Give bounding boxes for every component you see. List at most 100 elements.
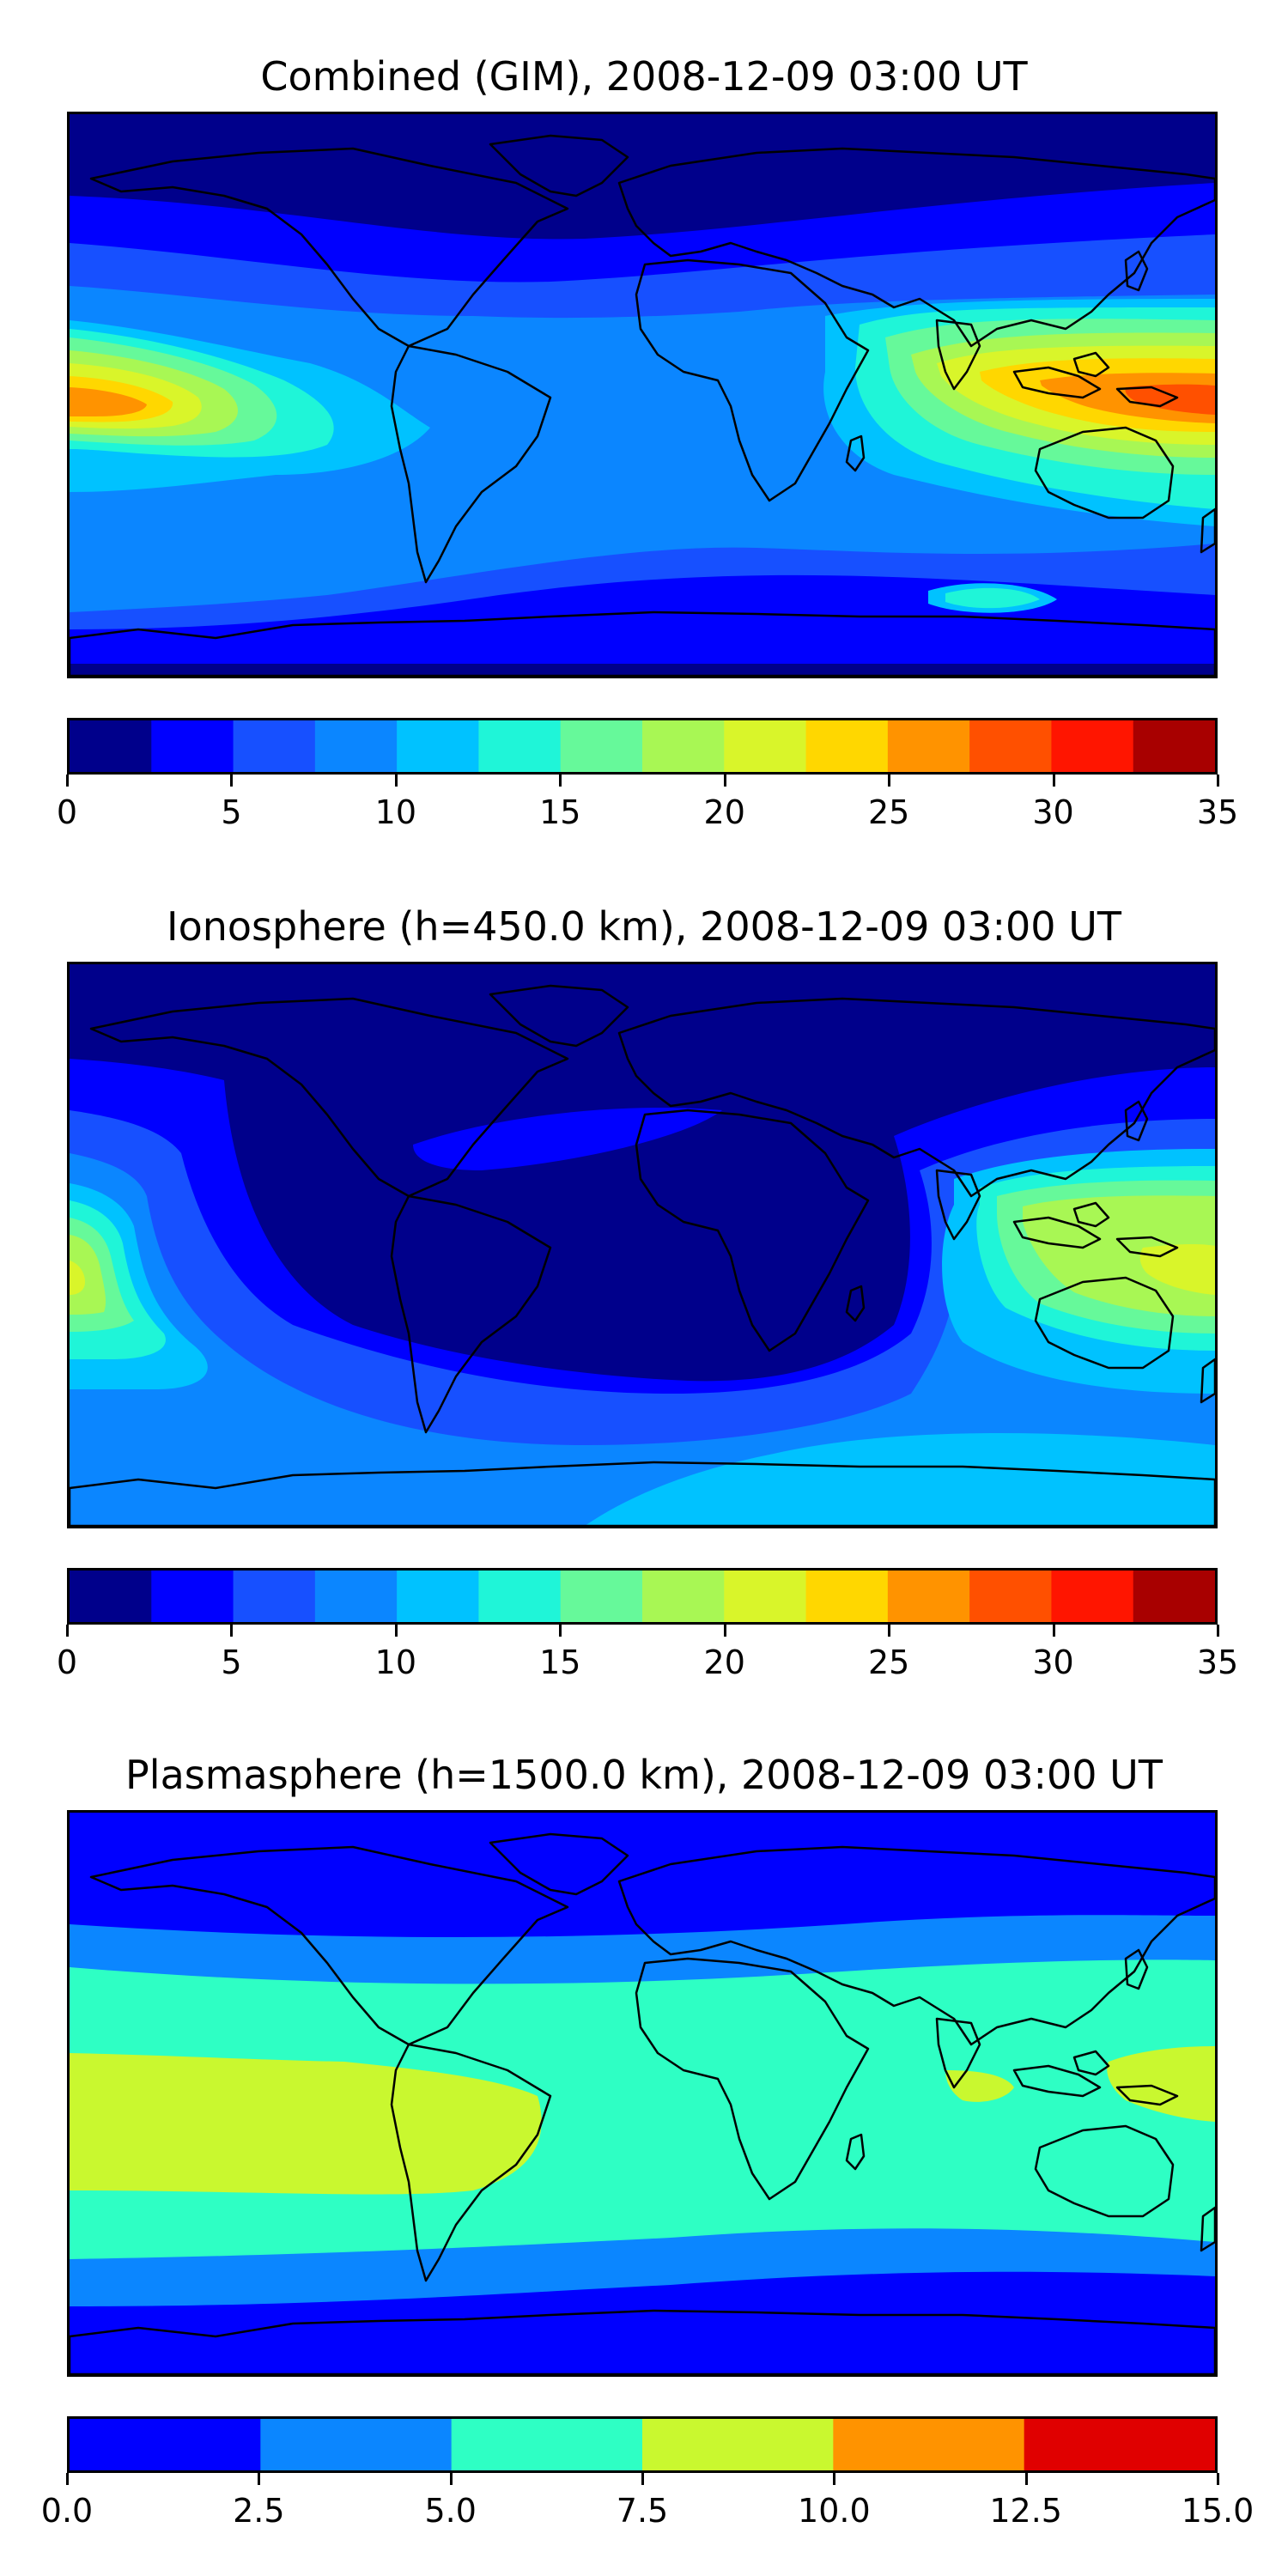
colorbar-tick: [833, 2473, 836, 2485]
colorbar-tick: [1217, 2473, 1219, 2485]
colorbar-swatch-10: [887, 1571, 970, 1622]
coastline-6: [935, 2017, 981, 2089]
colorbar-ticks-combined: 0 5 10 15 20 25 30 35: [57, 775, 1238, 831]
chart-title-combined: Combined (GIM), 2008-12-09 03:00 UT: [260, 53, 1028, 100]
colorbar-swatch-4: [397, 720, 480, 772]
colorbar-tick-label: 30: [1032, 793, 1074, 831]
colorbar-ticks-ionosphere: 0 5 10 15 20 25 30 35: [57, 1625, 1238, 1681]
coastline-8: [1072, 351, 1110, 378]
coastline-2: [390, 344, 552, 584]
colorbar-swatch-11: [969, 1571, 1053, 1622]
colorbar-tick: [888, 775, 891, 787]
colorbar-swatch-5: [1024, 2419, 1215, 2470]
colorbar-swatch-4: [833, 2419, 1025, 2470]
colorbar-tick-label: 5: [221, 793, 242, 831]
colorbar-tick-label: 20: [703, 793, 745, 831]
coastline-12: [1200, 1358, 1215, 1404]
coastline-8: [1072, 2050, 1110, 2076]
colorbar-swatch-12: [1051, 1571, 1134, 1622]
colorbar-tick-label: 35: [1196, 1643, 1239, 1681]
coastline-10: [1124, 250, 1149, 292]
map-plasmasphere: [67, 1810, 1218, 2377]
colorbar-tick: [1024, 2473, 1028, 2485]
colorbar-ionosphere: [67, 1568, 1218, 1625]
coastline-6: [935, 319, 981, 391]
contour-level-8: [70, 1261, 85, 1295]
coastlines: [70, 1832, 1215, 2374]
coastline-9: [1115, 2084, 1179, 2106]
contour-level-3: [1107, 2046, 1215, 2122]
colorbar-swatch-3: [314, 1571, 398, 1622]
contour-level-11: [1125, 384, 1215, 415]
colorbar-swatches-ionosphere: [70, 1571, 1215, 1622]
colorbar-swatch-0: [70, 2419, 261, 2470]
colorbar-swatch-5: [478, 720, 562, 772]
colorbar-tick-label: 35: [1196, 793, 1239, 831]
coastline-2: [390, 1194, 552, 1434]
contour-level-5: [945, 587, 1040, 609]
coastline-7: [1012, 366, 1102, 399]
colorbar-tick: [559, 775, 562, 787]
colorbar-tick: [449, 2473, 453, 2485]
colorbar-swatch-2: [233, 1571, 316, 1622]
coastline-5: [845, 1285, 866, 1322]
coastline-13: [70, 2309, 1215, 2374]
coastline-3: [617, 147, 1215, 348]
contour-level-3: [945, 2070, 1014, 2102]
tec-map-ionosphere: [70, 964, 1215, 1526]
colorbar-swatches-combined: [70, 720, 1215, 772]
chart-title-plasmasphere: Plasmasphere (h=1500.0 km), 2008-12-09 0…: [125, 1752, 1163, 1798]
coastline-5: [845, 2133, 866, 2171]
colorbar-swatches-plasmasphere: [70, 2419, 1215, 2470]
colorbar-tick: [66, 2473, 69, 2485]
colorbar-tick: [258, 2473, 261, 2485]
colorbar-tick-label: 5.0: [424, 2492, 477, 2530]
coastline-4: [635, 1109, 870, 1352]
colorbar-swatch-11: [969, 720, 1053, 772]
coastline-7: [1012, 1216, 1102, 1249]
chart-title-ionosphere: Ionosphere (h=450.0 km), 2008-12-09 03:0…: [167, 903, 1121, 950]
coastline-0: [89, 997, 569, 1198]
coastline-3: [617, 997, 1215, 1198]
coastline-13: [70, 1461, 1215, 1526]
colorbar-tick: [66, 1625, 69, 1637]
colorbar-swatch-8: [724, 1571, 807, 1622]
tec-map-combined: [70, 114, 1215, 676]
colorbar-tick-label: 15: [539, 1643, 581, 1681]
colorbar-tick-label: 20: [703, 1643, 745, 1681]
colorbar-tick-label: 0.0: [40, 2492, 94, 2530]
coastline-7: [1012, 2064, 1102, 2098]
colorbar-swatch-1: [151, 720, 234, 772]
coastline-0: [89, 147, 569, 348]
colorbar-tick-label: 5: [221, 1643, 242, 1681]
colorbar-tick: [230, 775, 234, 787]
coastline-4: [635, 258, 870, 502]
colorbar-tick: [723, 1625, 726, 1637]
coastline-0: [89, 1845, 569, 2046]
coastline-1: [489, 1832, 629, 1896]
colorbar-tick-label: 15.0: [1181, 2492, 1255, 2530]
colorbar-tick-label: 10: [374, 793, 417, 831]
contour-level-3: [70, 1153, 1215, 1526]
coastlines: [70, 984, 1215, 1526]
colorbar-combined: [67, 718, 1218, 775]
coastline-9: [1115, 1236, 1179, 1258]
colorbar-tick: [559, 1625, 562, 1637]
map-ionosphere: [67, 962, 1218, 1528]
colorbar-swatch-7: [642, 720, 725, 772]
colorbar-tick-label: 0: [56, 1643, 78, 1681]
colorbar-tick: [394, 1625, 398, 1637]
colorbar-swatch-5: [478, 1571, 562, 1622]
coastline-2: [390, 2043, 552, 2282]
contour-level-1: [413, 1107, 722, 1170]
colorbar-tick: [1052, 1625, 1055, 1637]
colorbar-tick: [1217, 1625, 1219, 1637]
colorbar-swatch-6: [560, 1571, 643, 1622]
colorbar-swatch-6: [560, 720, 643, 772]
colorbar-tick: [394, 775, 398, 787]
colorbar-plasmasphere: [67, 2416, 1218, 2473]
coastline-3: [617, 1845, 1215, 2046]
colorbar-tick-label: 30: [1032, 1643, 1074, 1681]
coastline-13: [70, 611, 1215, 676]
colorbar-tick-label: 25: [867, 1643, 910, 1681]
